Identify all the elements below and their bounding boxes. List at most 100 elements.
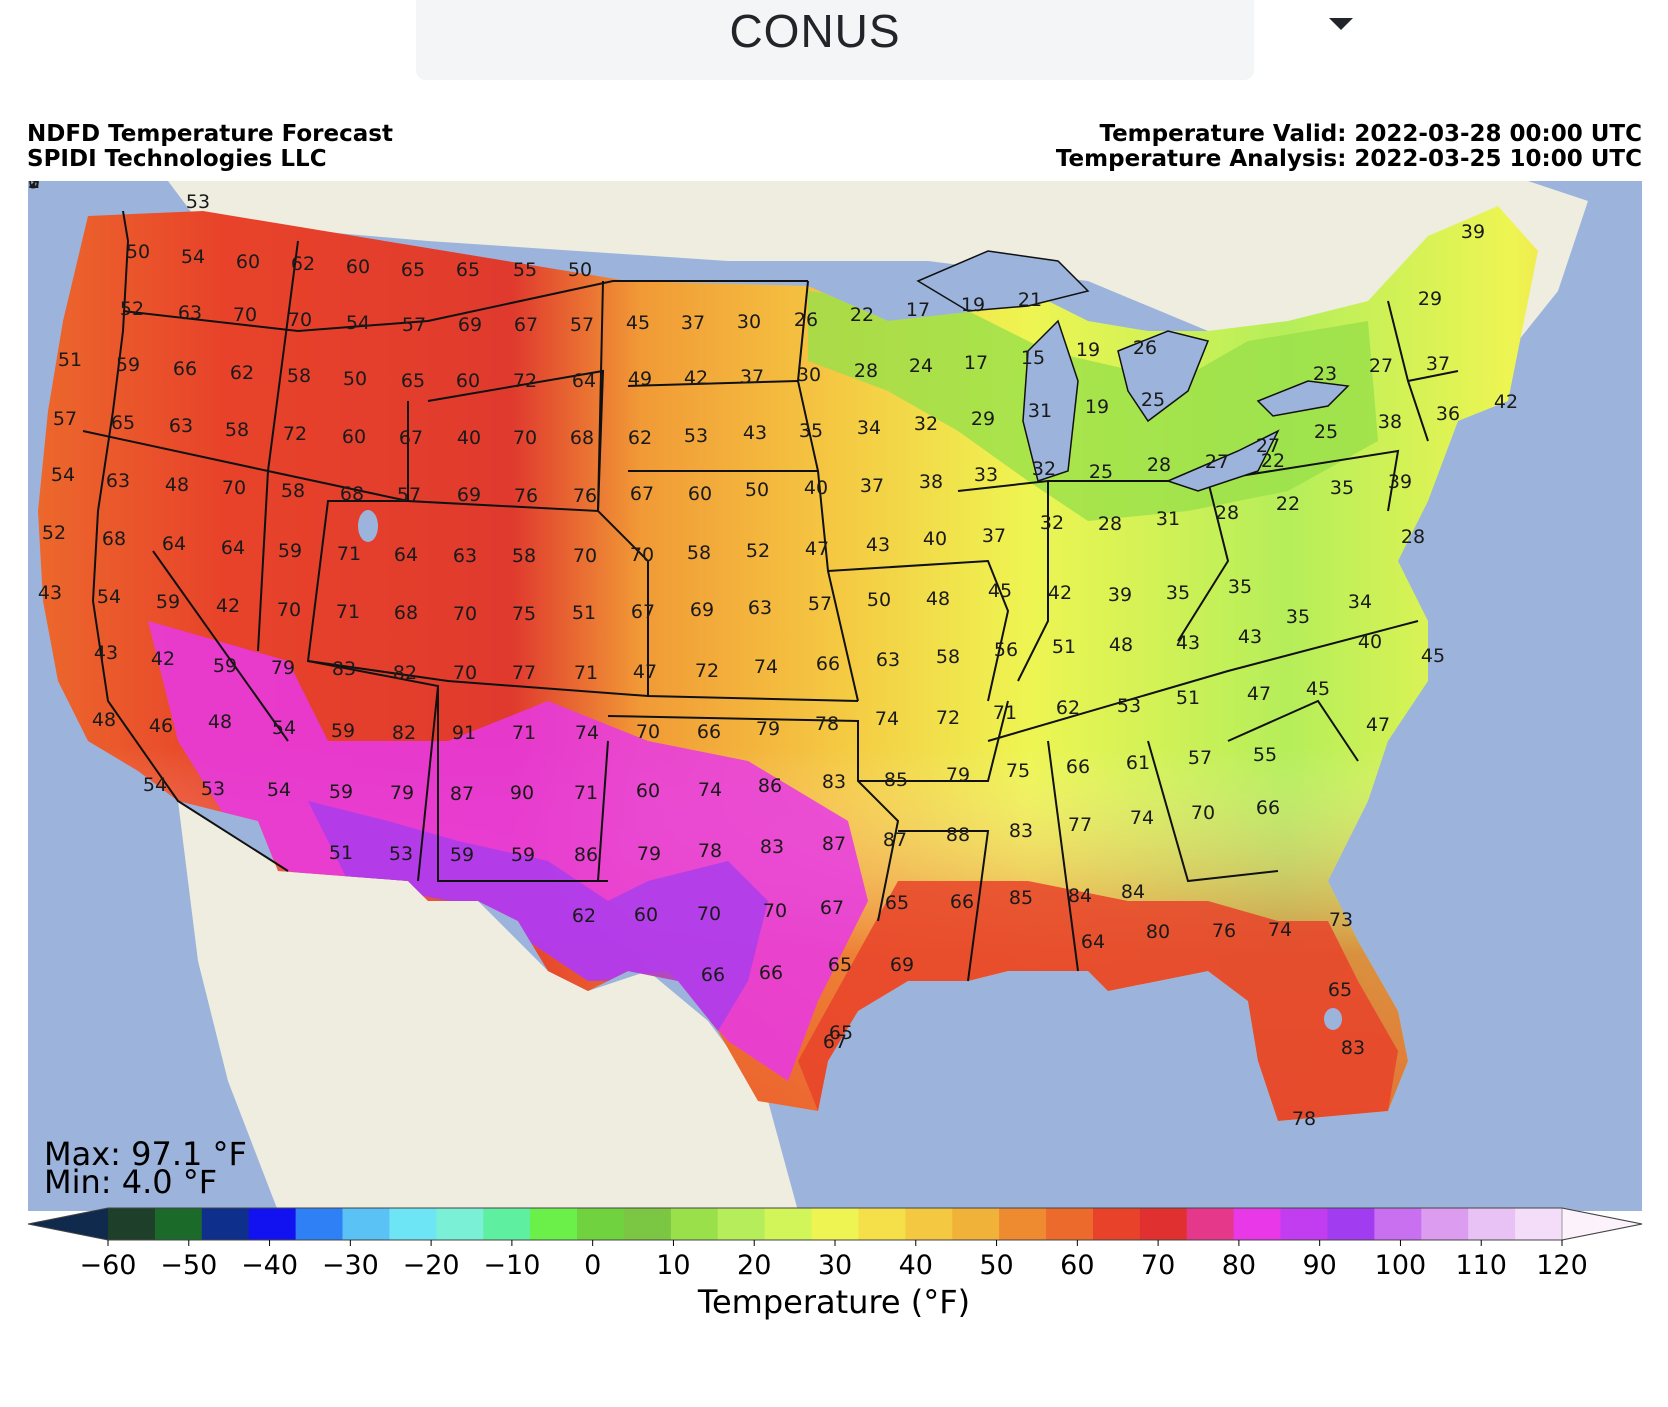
map-temperature-value: 60: [456, 370, 480, 392]
map-temperature-value: 68: [340, 483, 364, 505]
map-temperature-value: 48: [926, 588, 950, 610]
map-temperature-value: 37: [982, 525, 1006, 547]
colorbar-swatch: [108, 1208, 156, 1240]
map-temperature-value: 54: [272, 717, 296, 739]
map-temperature-value: 63: [178, 302, 202, 324]
map-temperature-value: 70: [453, 603, 477, 625]
map-temperature-value: 71: [337, 543, 361, 565]
map-temperature-value: 46: [149, 715, 173, 737]
map-temperature-value: 42: [216, 595, 240, 617]
map-temperature-value: 48: [92, 709, 116, 731]
map-temperature-value: 48: [208, 711, 232, 733]
map-temperature-value: 79: [271, 657, 295, 679]
map-temperature-value: 31: [1156, 508, 1180, 530]
colorbar-tick-label: −20: [403, 1250, 460, 1280]
map-temperature-value: 54: [267, 779, 291, 801]
map-temperature-value: 55: [513, 259, 537, 281]
colorbar-swatch: [1139, 1208, 1188, 1240]
map-temperature-value: 51: [329, 842, 353, 864]
map-temperature-value: 69: [457, 484, 481, 506]
map-temperature-value: 27: [1369, 355, 1393, 377]
map-temperature-value: 51: [572, 602, 596, 624]
map-temperature-value: 87: [450, 783, 474, 805]
map-temperature-value: 85: [1009, 887, 1033, 909]
map-temperature-value: 83: [822, 771, 846, 793]
map-temperature-value: 28: [1098, 513, 1122, 535]
map-temperature-value: 15: [1021, 347, 1045, 369]
map-temperature-value: 79: [756, 718, 780, 740]
map-temperature-value: 38: [1378, 411, 1402, 433]
map-temperature-value: 26: [1133, 337, 1157, 359]
region-dropdown[interactable]: CONUS: [416, 0, 1353, 80]
map-temperature-value: 84: [1068, 885, 1092, 907]
map-temperature-value: 59: [156, 591, 180, 613]
map-temperature-value: 82: [392, 722, 416, 744]
colorbar-swatch: [483, 1208, 531, 1240]
map-temperature-value: 70: [288, 309, 312, 331]
map-temperature-value: 77: [512, 662, 536, 684]
map-temperature-value: 37: [860, 475, 884, 497]
map-temperature-value: 25: [1141, 389, 1165, 411]
colorbar-swatch: [811, 1208, 859, 1240]
map-temperature-value: 71: [574, 782, 598, 804]
temperature-map: 53 50 54 60 62 60 65 65 55 50 52 63 70 70 54 57 69 67 57 45…: [28, 181, 1642, 1211]
map-temperature-value: 68: [570, 427, 594, 449]
map-temperature-value: 60: [636, 780, 660, 802]
colorbar-swatch: [1280, 1208, 1328, 1240]
map-temperature-value: 71: [512, 722, 536, 744]
map-temperature-value: 33: [974, 464, 998, 486]
map-temperature-value: 72: [936, 707, 960, 729]
map-temperature-value: 66: [701, 964, 725, 986]
map-temperature-value: 43: [94, 642, 118, 664]
map-temperature-value: 68: [102, 528, 126, 550]
map-temperature-value: 72: [695, 660, 719, 682]
map-temperature-value: 51: [1176, 687, 1200, 709]
map-temperature-value: 65: [401, 370, 425, 392]
map-temperature-value: 66: [173, 358, 197, 380]
map-temperature-value: 40: [457, 427, 481, 449]
map-temperature-value: 32: [1032, 458, 1056, 480]
map-temperature-value: 62: [230, 362, 254, 384]
map-temperature-value: 87: [883, 829, 907, 851]
map-temperature-value: 36: [1436, 403, 1460, 425]
map-temperature-value: 70: [233, 304, 257, 326]
map-temperature-value: 61: [1126, 752, 1150, 774]
map-temperature-value: 63: [876, 649, 900, 671]
map-temperature-value: 54: [51, 464, 75, 486]
map-temperature-value: 71: [336, 601, 360, 623]
colorbar-ticks: −60 −50 −40 −30 −20 −10 0 10 20 30 40 50 60 70 80 90 100…: [80, 1240, 1588, 1280]
colorbar-swatches: [27, 1207, 1643, 1241]
map-temperature-value: 22: [1261, 450, 1285, 472]
map-temperature-value: 70: [573, 545, 597, 567]
map-temperature-value: 74: [875, 708, 899, 730]
map-temperature-value: 54: [97, 586, 121, 608]
colorbar-tick-label: 100: [1375, 1250, 1427, 1280]
map-temperature-value: 29: [971, 408, 995, 430]
map-temperature-value: 76: [1212, 920, 1236, 942]
map-temperature-value: 83: [332, 658, 356, 680]
colorbar-tick-label: 60: [1060, 1250, 1094, 1280]
colorbar-extend-high: [1561, 1207, 1643, 1241]
map-temperature-value: 87: [822, 833, 846, 855]
map-temperature-value: 65: [456, 259, 480, 281]
map-temperature-value: 54: [346, 312, 370, 334]
map-temperature-value: 70: [636, 721, 660, 743]
colorbar-tick-label: −40: [241, 1250, 298, 1280]
map-temperature-value: 64: [394, 544, 418, 566]
map-temperature-value: 52: [746, 540, 770, 562]
great-lakes: [916, 250, 1350, 492]
map-temperature-value: 78: [1292, 1108, 1316, 1130]
map-temperature-value: 65: [401, 259, 425, 281]
product-title: NDFD Temperature Forecast: [27, 121, 393, 147]
map-temperature-value: 75: [28, 181, 40, 193]
map-temperature-value: 69: [890, 954, 914, 976]
map-temperature-value: 35: [1166, 582, 1190, 604]
map-temperature-value: 43: [866, 534, 890, 556]
map-temperature-value: 50: [343, 368, 367, 390]
map-temperature-value: 53: [1117, 695, 1141, 717]
map-temperature-value: 59: [329, 781, 353, 803]
map-temperature-value: 62: [291, 253, 315, 275]
map-temperature-value: 63: [169, 415, 193, 437]
map-temperature-value: 53: [389, 843, 413, 865]
map-temperature-value: 24: [909, 355, 933, 377]
